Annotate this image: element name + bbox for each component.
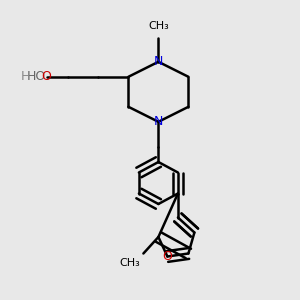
Text: H: H bbox=[21, 70, 30, 83]
Text: O: O bbox=[163, 250, 172, 263]
Text: CH₃: CH₃ bbox=[148, 21, 169, 31]
Text: O: O bbox=[42, 70, 51, 83]
Text: HO: HO bbox=[26, 70, 46, 83]
Text: N: N bbox=[154, 115, 163, 128]
Text: N: N bbox=[154, 55, 163, 68]
Text: CH₃: CH₃ bbox=[120, 258, 140, 268]
